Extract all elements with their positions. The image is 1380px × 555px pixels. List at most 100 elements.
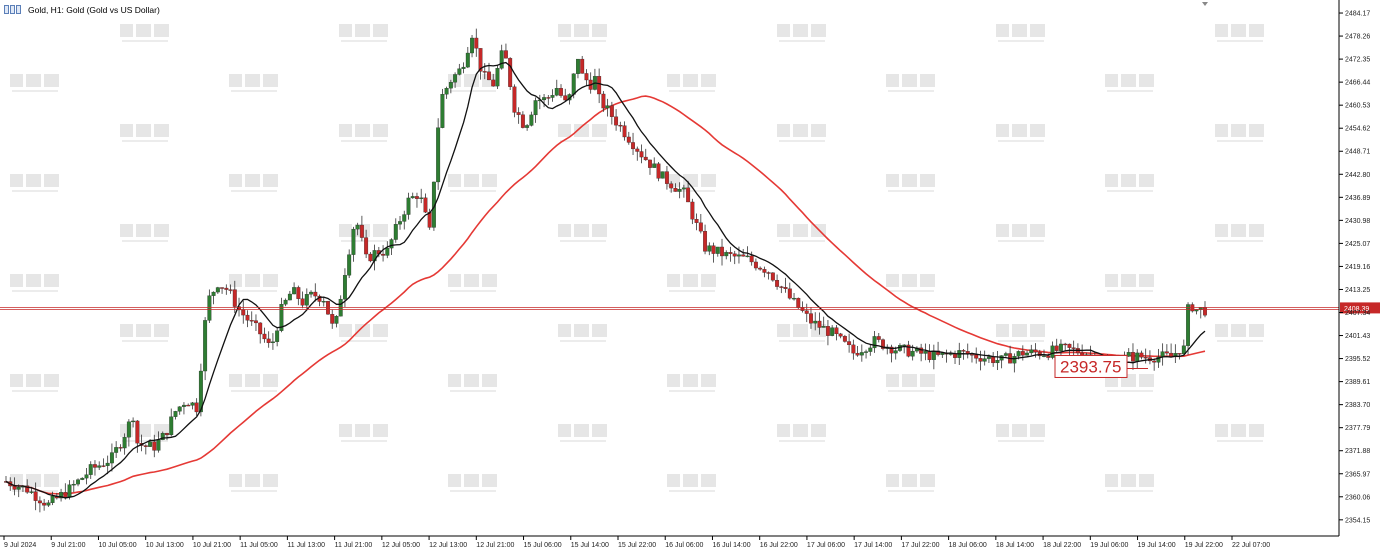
watermark-logo xyxy=(10,74,59,92)
watermark-shape xyxy=(263,274,278,287)
watermark-shape xyxy=(229,374,242,387)
watermark-shape xyxy=(683,174,698,187)
watermark-subline xyxy=(450,390,496,392)
candle-body xyxy=(169,416,174,436)
candle-body xyxy=(711,245,716,254)
watermark-shape xyxy=(558,424,571,437)
candle-body xyxy=(792,297,796,300)
watermark-shape xyxy=(1030,224,1045,237)
watermark-shape xyxy=(482,374,497,387)
candle-body xyxy=(270,341,275,344)
candle-body xyxy=(652,163,657,168)
candle-body xyxy=(207,295,212,321)
watermark-shape xyxy=(1121,174,1136,187)
watermark-logo xyxy=(229,174,278,192)
candle-body xyxy=(732,253,737,257)
candle-body xyxy=(1126,352,1131,357)
candle-body xyxy=(648,159,652,168)
watermark-subline xyxy=(560,440,606,442)
watermark-shape xyxy=(683,274,698,287)
price-tick-label: 2478.26 xyxy=(1345,34,1370,41)
candle-body xyxy=(855,352,860,356)
watermark-shape xyxy=(886,74,899,87)
watermark-logo xyxy=(777,24,826,42)
watermark-shape xyxy=(574,224,589,237)
price-axis[interactable]: 2484.17 2478.26 2472.35 2466.44 2460.53 2454.… xyxy=(1202,0,1370,536)
watermark-shape xyxy=(1121,74,1136,87)
candle-body xyxy=(868,347,873,352)
watermark-logo xyxy=(1105,174,1154,192)
watermark-logo xyxy=(1105,74,1154,92)
candle-body xyxy=(660,171,665,179)
watermark-logo xyxy=(667,274,716,292)
candle-body xyxy=(16,487,21,490)
candle-body xyxy=(995,360,1000,364)
watermark-subline xyxy=(1107,90,1153,92)
watermark-shape xyxy=(1030,424,1045,437)
watermark-shape xyxy=(1139,74,1154,87)
candle-body xyxy=(902,344,907,347)
candle-body xyxy=(656,163,661,179)
candle-body xyxy=(33,491,38,501)
candle-body xyxy=(84,474,89,479)
watermark-subline xyxy=(12,290,58,292)
candle-body xyxy=(991,356,996,364)
watermark-shape xyxy=(793,124,808,137)
candle-body xyxy=(927,351,932,360)
watermark-shape xyxy=(373,124,388,137)
watermark-shape xyxy=(777,324,790,337)
candle-body xyxy=(728,252,733,254)
candle-body xyxy=(499,50,504,69)
watermark-shape xyxy=(10,474,23,487)
candle-body xyxy=(448,82,453,89)
candle-body xyxy=(415,196,419,199)
watermark-logo xyxy=(1215,424,1264,442)
time-axis[interactable]: 9 Jul 2024 9 Jul 21:00 10 Jul 05:00 10 Jul … xyxy=(0,535,1339,549)
candle-body xyxy=(465,52,470,68)
watermark-shape xyxy=(777,24,790,37)
watermark-shape xyxy=(1139,174,1154,187)
annotation-box xyxy=(1054,354,1128,378)
watermark-subline xyxy=(1107,190,1153,192)
watermark-shape xyxy=(1012,224,1027,237)
watermark-shape xyxy=(701,174,716,187)
candle-body xyxy=(703,231,708,252)
watermark-subline xyxy=(888,290,934,292)
watermark-shape xyxy=(136,324,151,337)
price-tick-label: 2360.06 xyxy=(1345,494,1370,501)
candle-body xyxy=(707,245,712,252)
candle-body xyxy=(847,341,852,346)
watermark-shape xyxy=(793,324,808,337)
candle-body xyxy=(961,350,966,352)
candle-body xyxy=(809,313,813,324)
watermark-shape xyxy=(1231,24,1246,37)
candle-body xyxy=(597,76,602,95)
watermark-shape xyxy=(373,324,388,337)
candle-body xyxy=(686,187,691,203)
candle-body xyxy=(71,483,76,486)
candle-body xyxy=(423,197,428,213)
candle-body xyxy=(542,97,547,101)
candle-body xyxy=(550,95,555,98)
watermark-shape xyxy=(1121,274,1136,287)
candle-body xyxy=(351,228,356,255)
candle-body xyxy=(838,333,843,337)
candlesticks xyxy=(4,28,1207,513)
time-tick-label: 9 Jul 21:00 xyxy=(51,542,85,549)
watermark-shape xyxy=(1249,324,1264,337)
watermark-shape xyxy=(245,174,260,187)
price-tick-label: 2460.53 xyxy=(1345,103,1370,110)
watermark-subline xyxy=(779,440,825,442)
candle-body xyxy=(88,464,93,475)
candle-body xyxy=(1012,356,1017,364)
watermark-subline xyxy=(560,240,606,242)
watermark-shape xyxy=(136,424,151,437)
watermark-subline xyxy=(12,90,58,92)
watermark-shape xyxy=(920,74,935,87)
candle-body xyxy=(919,347,924,354)
candle-body xyxy=(1046,355,1051,358)
candle-body xyxy=(690,201,695,220)
candle-body xyxy=(601,93,606,109)
price-tick-label: 2448.71 xyxy=(1345,149,1370,156)
